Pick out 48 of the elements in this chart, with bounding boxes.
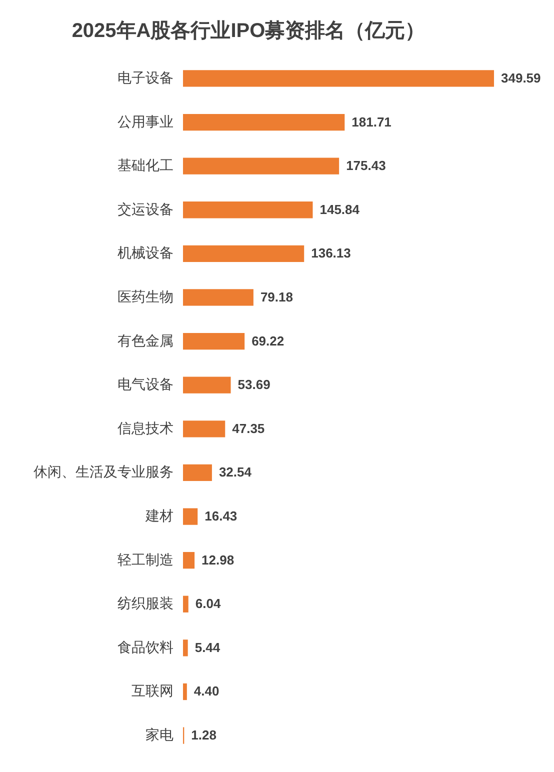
bar	[183, 464, 212, 482]
data-label: 349.59	[501, 70, 541, 86]
y-tick-label: 轻工制造	[118, 551, 174, 568]
data-label: 5.44	[194, 640, 221, 655]
data-label: 53.69	[238, 377, 270, 392]
y-tick-label: 交运设备	[118, 200, 174, 217]
data-label: 175.43	[346, 158, 386, 174]
data-label: 4.40	[194, 684, 220, 699]
y-tick-label: 基础化工	[118, 157, 174, 174]
bar	[183, 289, 254, 306]
bar	[183, 245, 304, 262]
y-tick-label: 机械设备	[118, 244, 174, 261]
bar	[183, 332, 245, 350]
bar	[183, 640, 188, 656]
y-tick-label: 家电	[146, 726, 174, 743]
y-tick-label: 电气设备	[118, 376, 174, 392]
bar	[183, 70, 494, 87]
bar	[183, 376, 231, 394]
bar	[183, 683, 187, 700]
bar	[183, 552, 195, 569]
y-tick-label: 公用事业	[118, 113, 174, 130]
bar	[183, 114, 345, 131]
data-label: 6.04	[195, 596, 222, 612]
y-tick-label: 互联网	[132, 682, 174, 699]
y-tick-label: 纺织服装	[118, 595, 174, 612]
y-tick-label: 信息技术	[118, 420, 174, 436]
bar	[183, 596, 188, 612]
y-tick-label: 建材	[144, 508, 174, 524]
data-label: 1.28	[191, 728, 216, 743]
y-tick-label: 食品饮料	[118, 638, 174, 655]
bar	[183, 508, 198, 525]
data-label: 69.22	[252, 333, 284, 348]
data-label: 12.98	[202, 552, 234, 568]
y-tick-label: 休闲、生活及专业服务	[34, 464, 174, 480]
y-tick-label: 医药生物	[118, 288, 174, 304]
data-label: 79.18	[260, 289, 293, 304]
bar	[183, 158, 340, 174]
y-tick-label: 有色金属	[118, 332, 174, 348]
chart-title: 2025年A股各行业IPO募资排名（亿元）	[72, 20, 426, 42]
bar	[183, 420, 226, 438]
data-label: 47.35	[232, 420, 265, 436]
data-label: 136.13	[311, 246, 351, 261]
data-label: 32.54	[218, 464, 252, 480]
data-label: 181.71	[352, 114, 392, 130]
data-label: 145.84	[320, 202, 360, 217]
bar	[183, 202, 313, 218]
y-tick-label: 电子设备	[118, 69, 174, 86]
data-label: 16.43	[204, 508, 238, 524]
